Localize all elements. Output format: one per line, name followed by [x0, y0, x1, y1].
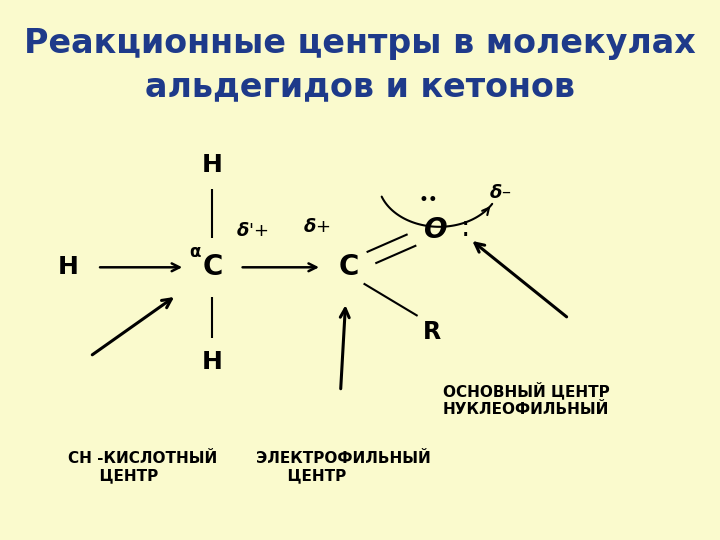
Text: H: H — [58, 255, 78, 279]
Text: $\boldsymbol{\delta}$–: $\boldsymbol{\delta}$– — [489, 184, 512, 202]
Text: СН -КИСЛОТНЫЙ
      ЦЕНТР: СН -КИСЛОТНЫЙ ЦЕНТР — [68, 451, 217, 483]
Text: ЭЛЕКТРОФИЛЬНЫЙ
      ЦЕНТР: ЭЛЕКТРОФИЛЬНЫЙ ЦЕНТР — [256, 451, 431, 483]
Text: R: R — [423, 320, 441, 344]
Text: альдегидов и кетонов: альдегидов и кетонов — [145, 70, 575, 103]
Text: C: C — [202, 253, 222, 281]
Text: $\boldsymbol{\delta}$'+: $\boldsymbol{\delta}$'+ — [235, 221, 269, 240]
Text: C: C — [339, 253, 359, 281]
Text: ••: •• — [418, 191, 438, 209]
Text: :: : — [461, 214, 471, 242]
Text: ОСНОВНЫЙ ЦЕНТР
НУКЛЕОФИЛЬНЫЙ: ОСНОВНЫЙ ЦЕНТР НУКЛЕОФИЛЬНЫЙ — [443, 382, 610, 417]
Text: H: H — [202, 350, 222, 374]
Text: $\mathbf{\alpha}$: $\mathbf{\alpha}$ — [189, 243, 202, 261]
Text: Реакционные центры в молекулах: Реакционные центры в молекулах — [24, 26, 696, 60]
Text: $\boldsymbol{\delta}$+: $\boldsymbol{\delta}$+ — [303, 218, 330, 236]
Text: H: H — [202, 153, 222, 177]
Text: O: O — [424, 215, 447, 244]
